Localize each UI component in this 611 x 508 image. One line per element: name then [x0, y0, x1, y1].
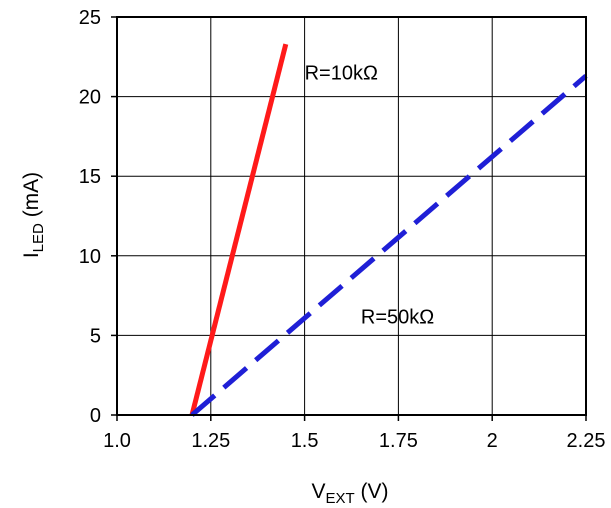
y-tick-label: 20: [79, 87, 101, 109]
y-axis-title-subscript: LED: [30, 223, 47, 252]
y-tick-labels: 0 5 10 15 20 25: [79, 7, 101, 427]
x-tick-label: 2: [487, 430, 498, 452]
y-tick-label: 10: [79, 246, 101, 268]
series-line-10k: [189, 43, 289, 416]
y-tick-label: 15: [79, 166, 101, 188]
y-axis-title: ILED (mA): [20, 172, 47, 258]
y-tick-label: 5: [90, 325, 101, 347]
x-tick-label: 1.75: [379, 430, 418, 452]
x-tick-label: 1.5: [291, 430, 319, 452]
series-layer: [189, 43, 588, 417]
x-axis-title-subscript: EXT: [326, 490, 355, 507]
x-axis-title: VEXT (V): [311, 480, 388, 507]
tick-marks: [111, 16, 587, 421]
y-tick-label: 0: [90, 405, 101, 427]
x-tick-label: 2.25: [567, 430, 606, 452]
series-annotation-10k: R=10kΩ: [305, 63, 378, 85]
x-tick-label: 1.25: [191, 430, 230, 452]
plot-frame: [116, 16, 587, 416]
y-tick-label: 25: [79, 7, 101, 29]
series-line-50k: [190, 74, 588, 417]
annotations: R=10kΩ R=50kΩ: [305, 63, 435, 329]
x-tick-labels: 1.0 1.25 1.5 1.75 2 2.25: [103, 430, 605, 452]
series-annotation-50k: R=50kΩ: [361, 306, 434, 328]
x-tick-label: 1.0: [103, 430, 131, 452]
